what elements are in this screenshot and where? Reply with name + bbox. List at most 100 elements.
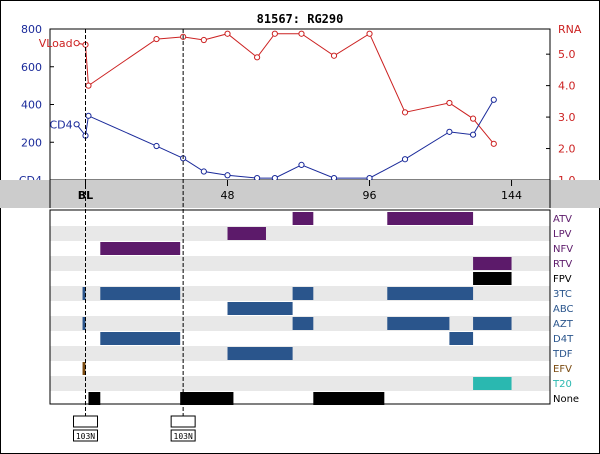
gantt-bar-none [180,392,234,405]
cd4-point [469,131,477,138]
right-tick-label: 5.0 [558,48,576,61]
right-axis-label: RNA [558,23,582,36]
mutation-label: 103N [76,432,95,441]
left-tick-label: 600 [21,61,42,74]
vload-point [330,52,338,59]
gantt-row-bg [50,226,550,241]
gantt-row-label: TDF [552,349,573,360]
gantt-row-label: NFV [553,244,573,255]
mutation-boxes: 103N 103N [73,415,196,442]
gantt-row-label: T20 [552,379,572,390]
vload-point [446,99,453,107]
cd4-point [200,168,207,175]
cd4-point [153,142,160,150]
x-tick-label: 144 [501,189,522,202]
gantt-bar-azt [292,317,314,330]
cd4-point [366,175,373,182]
gantt-row-bg [50,376,550,391]
cd4-line [76,99,495,179]
cd4-point [298,161,305,168]
gantt-row-label: None [553,394,579,405]
gantt-row-bg [50,346,550,361]
gantt-border [49,209,551,405]
gantt-bar-d4t [100,332,181,345]
gantt-row-label: 3TC [553,289,572,300]
vload-point [298,30,305,37]
chart-title: 81567: RG290 [257,12,344,26]
left-tick-label: 400 [21,99,42,112]
gantt-bar-lpv [227,227,266,240]
gantt-bar-tdf [227,347,293,360]
cd4-point [224,172,231,179]
gantt-bar-3tc [100,287,181,300]
vload-point [224,30,231,37]
gantt-bar-azt [473,317,512,330]
right-tick-label: 4.0 [558,80,576,93]
plot-border [49,28,551,181]
left-tick-label: 800 [21,23,42,36]
left-tick-label: 200 [21,136,42,149]
vload-point [366,30,373,37]
gantt-row-bg [50,271,550,286]
mutation-box [73,429,99,442]
mutation-label: 103N [174,432,193,441]
cd4-point [490,96,497,103]
gantt-bar-azt [387,317,450,330]
gantt-row-label: FPV [553,274,572,285]
cd4-point [85,112,92,119]
gantt-row-bg [50,361,550,376]
right-tick-label: 2.0 [558,143,576,156]
cd4-point [254,175,261,182]
gantt-bar-3tc [292,287,314,300]
gantt-bar-atv [292,212,314,225]
gantt-row-label: ABC [553,304,574,315]
gantt-row-label: D4T [553,334,574,345]
gantt-bar-3tc [82,287,86,300]
vload-point [73,40,80,47]
vload-point [401,109,409,116]
time-axis-band: BL 48 96 144 [0,180,600,208]
vload-point [254,54,261,61]
cd4-point [271,175,278,182]
x-tick-label: 48 [221,189,235,202]
gantt-row-bg [50,391,550,406]
gantt-bar-abc [227,302,293,315]
time-band-background [0,180,600,208]
vload-line [76,32,495,145]
gantt-bar-none [88,392,101,405]
cd4-point [330,175,338,182]
cd4-point [73,121,80,128]
gantt-row-label: RTV [553,259,572,270]
mutation-box-top [73,415,99,428]
vload-point [85,82,92,89]
cd4-series-label: CD4 [49,118,72,131]
vload-series-label: VLoad [39,37,73,50]
right-tick-label: 3.0 [558,111,576,124]
gantt-row-label: ATV [553,214,572,225]
cd4-point [401,156,409,163]
gantt-bar-atv [387,212,474,225]
mutation-box-top [170,415,196,428]
vload-point [271,30,278,37]
vload-point [200,36,207,44]
gantt-row-label: AZT [553,319,574,330]
x-tick-label: 96 [363,189,377,202]
vload-point [469,115,477,122]
marker-lines [85,29,184,416]
gantt-row-bg [50,301,550,316]
gantt-bar-azt [82,317,86,330]
gantt-row-bg [50,256,550,271]
gantt-bar-none [313,392,385,405]
x-tick-label: BL [78,189,93,202]
gantt-row-label: LPV [553,229,572,240]
cd4-point [446,128,453,135]
vload-point [153,35,160,43]
gantt-bar-3tc [387,287,474,300]
gantt-bar-efv [82,362,86,375]
gantt-bar-rtv [473,257,512,270]
gantt-bar-nfv [100,242,181,255]
mutation-box [170,429,196,442]
gantt-row-label: EFV [553,364,572,375]
treatment-gantt: ATV LPV NFV RTV FPV 3TC ABC AZT D4T TDF EFV T20 None [49,209,579,406]
